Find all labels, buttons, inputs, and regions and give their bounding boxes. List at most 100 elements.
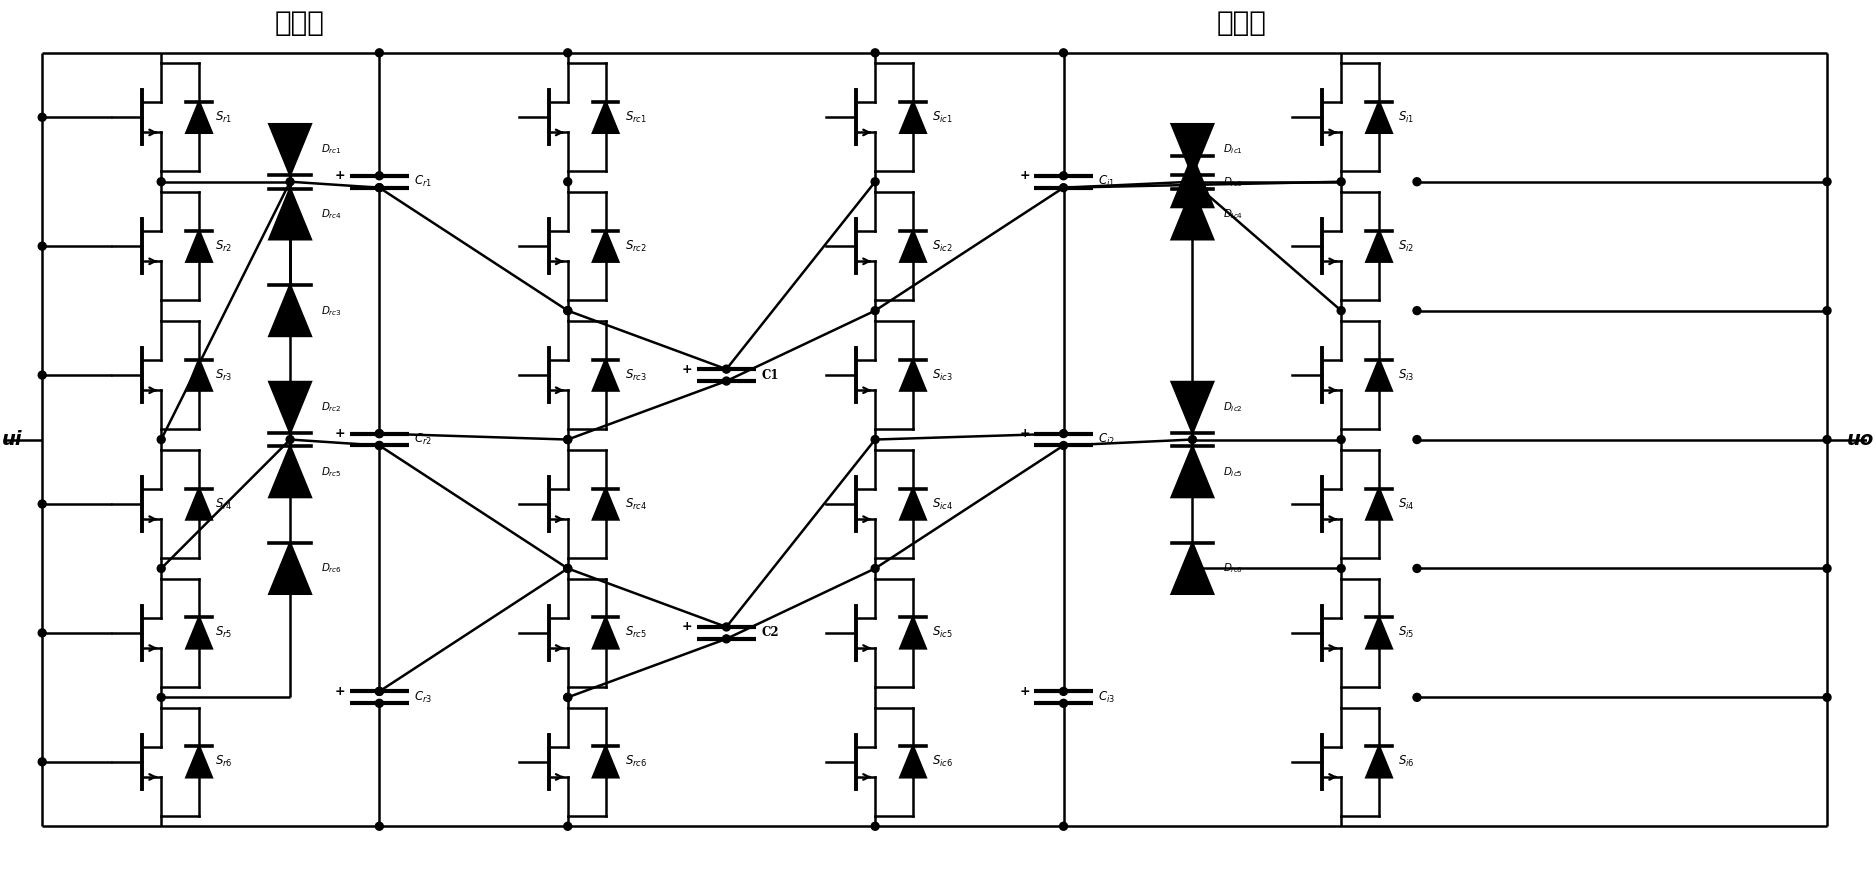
Text: $D_{rc5}$: $D_{rc5}$ xyxy=(321,465,341,478)
Polygon shape xyxy=(1366,360,1392,390)
Circle shape xyxy=(722,365,730,373)
Text: +: + xyxy=(1019,427,1030,440)
Text: $S_{ic4}$: $S_{ic4}$ xyxy=(932,496,953,511)
Text: $D_{ic4}$: $D_{ic4}$ xyxy=(1223,207,1244,220)
Circle shape xyxy=(1413,693,1420,701)
Circle shape xyxy=(1060,700,1067,708)
Polygon shape xyxy=(270,188,311,239)
Circle shape xyxy=(38,242,47,250)
Circle shape xyxy=(38,757,47,765)
Circle shape xyxy=(722,377,730,385)
Polygon shape xyxy=(186,618,212,648)
Polygon shape xyxy=(270,543,311,594)
Circle shape xyxy=(38,629,47,637)
Circle shape xyxy=(565,436,572,444)
Text: +: + xyxy=(336,427,345,440)
Circle shape xyxy=(158,693,165,701)
Text: +: + xyxy=(336,685,345,698)
Text: ui: ui xyxy=(2,430,23,449)
Polygon shape xyxy=(1366,618,1392,648)
Circle shape xyxy=(1823,436,1831,444)
Circle shape xyxy=(722,623,730,631)
Text: +: + xyxy=(1019,169,1030,182)
Circle shape xyxy=(375,49,383,57)
Text: $S_{rc2}$: $S_{rc2}$ xyxy=(625,238,647,253)
Text: $D_{rc1}$: $D_{rc1}$ xyxy=(321,142,341,156)
Polygon shape xyxy=(1172,382,1214,433)
Text: $S_{i4}$: $S_{i4}$ xyxy=(1398,496,1415,511)
Text: $S_{ic5}$: $S_{ic5}$ xyxy=(932,625,953,640)
Text: $S_{r1}$: $S_{r1}$ xyxy=(216,109,233,124)
Circle shape xyxy=(722,635,730,643)
Text: $C_{r1}$: $C_{r1}$ xyxy=(415,174,431,189)
Polygon shape xyxy=(593,747,619,777)
Circle shape xyxy=(1823,307,1831,315)
Circle shape xyxy=(375,172,383,180)
Polygon shape xyxy=(593,231,619,261)
Text: $S_{r4}$: $S_{r4}$ xyxy=(216,496,233,511)
Circle shape xyxy=(565,307,572,315)
Circle shape xyxy=(1060,172,1067,180)
Text: $C_{r3}$: $C_{r3}$ xyxy=(415,690,431,705)
Polygon shape xyxy=(900,489,925,519)
Circle shape xyxy=(870,307,880,315)
Circle shape xyxy=(375,184,383,192)
Text: $D_{ic2}$: $D_{ic2}$ xyxy=(1223,400,1244,414)
Polygon shape xyxy=(270,382,311,433)
Polygon shape xyxy=(1172,446,1214,497)
Text: uo: uo xyxy=(1846,430,1874,449)
Text: $D_{ic1}$: $D_{ic1}$ xyxy=(1223,142,1244,156)
Circle shape xyxy=(1823,693,1831,701)
Text: +: + xyxy=(1019,685,1030,698)
Circle shape xyxy=(375,700,383,708)
Circle shape xyxy=(565,565,572,573)
Polygon shape xyxy=(270,446,311,497)
Text: $D_{rc2}$: $D_{rc2}$ xyxy=(321,400,341,414)
Polygon shape xyxy=(270,285,311,336)
Polygon shape xyxy=(186,489,212,519)
Circle shape xyxy=(565,693,572,701)
Circle shape xyxy=(870,436,880,444)
Text: $S_{r3}$: $S_{r3}$ xyxy=(216,367,233,382)
Polygon shape xyxy=(900,747,925,777)
Circle shape xyxy=(287,178,295,186)
Text: $S_{i1}$: $S_{i1}$ xyxy=(1398,109,1415,124)
Circle shape xyxy=(1413,307,1420,315)
Circle shape xyxy=(375,442,383,450)
Text: 逆变侧: 逆变侧 xyxy=(1218,9,1266,37)
Text: $C_{i3}$: $C_{i3}$ xyxy=(1097,690,1114,705)
Text: $S_{rc1}$: $S_{rc1}$ xyxy=(625,109,647,124)
Text: $S_{rc3}$: $S_{rc3}$ xyxy=(625,367,647,382)
Text: $S_{r6}$: $S_{r6}$ xyxy=(216,754,233,769)
Text: +: + xyxy=(336,169,345,182)
Circle shape xyxy=(1413,178,1420,186)
Text: +: + xyxy=(683,363,692,376)
Circle shape xyxy=(1338,436,1345,444)
Text: $S_{i2}$: $S_{i2}$ xyxy=(1398,238,1415,253)
Circle shape xyxy=(158,436,165,444)
Circle shape xyxy=(1060,429,1067,437)
Circle shape xyxy=(375,429,383,437)
Circle shape xyxy=(1060,687,1067,695)
Text: $C_{i1}$: $C_{i1}$ xyxy=(1097,174,1114,189)
Polygon shape xyxy=(593,360,619,390)
Text: $D_{ic6}$: $D_{ic6}$ xyxy=(1223,562,1244,575)
Text: $D_{ic5}$: $D_{ic5}$ xyxy=(1223,465,1244,478)
Text: C1: C1 xyxy=(762,369,779,381)
Polygon shape xyxy=(186,231,212,261)
Polygon shape xyxy=(1366,231,1392,261)
Text: $S_{i6}$: $S_{i6}$ xyxy=(1398,754,1415,769)
Circle shape xyxy=(565,178,572,186)
Text: $S_{r5}$: $S_{r5}$ xyxy=(216,625,233,640)
Text: $S_{rc5}$: $S_{rc5}$ xyxy=(625,625,647,640)
Circle shape xyxy=(375,687,383,695)
Circle shape xyxy=(1413,436,1420,444)
Polygon shape xyxy=(186,360,212,390)
Polygon shape xyxy=(900,360,925,390)
Circle shape xyxy=(1060,49,1067,57)
Circle shape xyxy=(158,178,165,186)
Circle shape xyxy=(1060,184,1067,192)
Text: $D_{rc6}$: $D_{rc6}$ xyxy=(321,562,341,575)
Polygon shape xyxy=(900,102,925,132)
Circle shape xyxy=(1189,436,1197,444)
